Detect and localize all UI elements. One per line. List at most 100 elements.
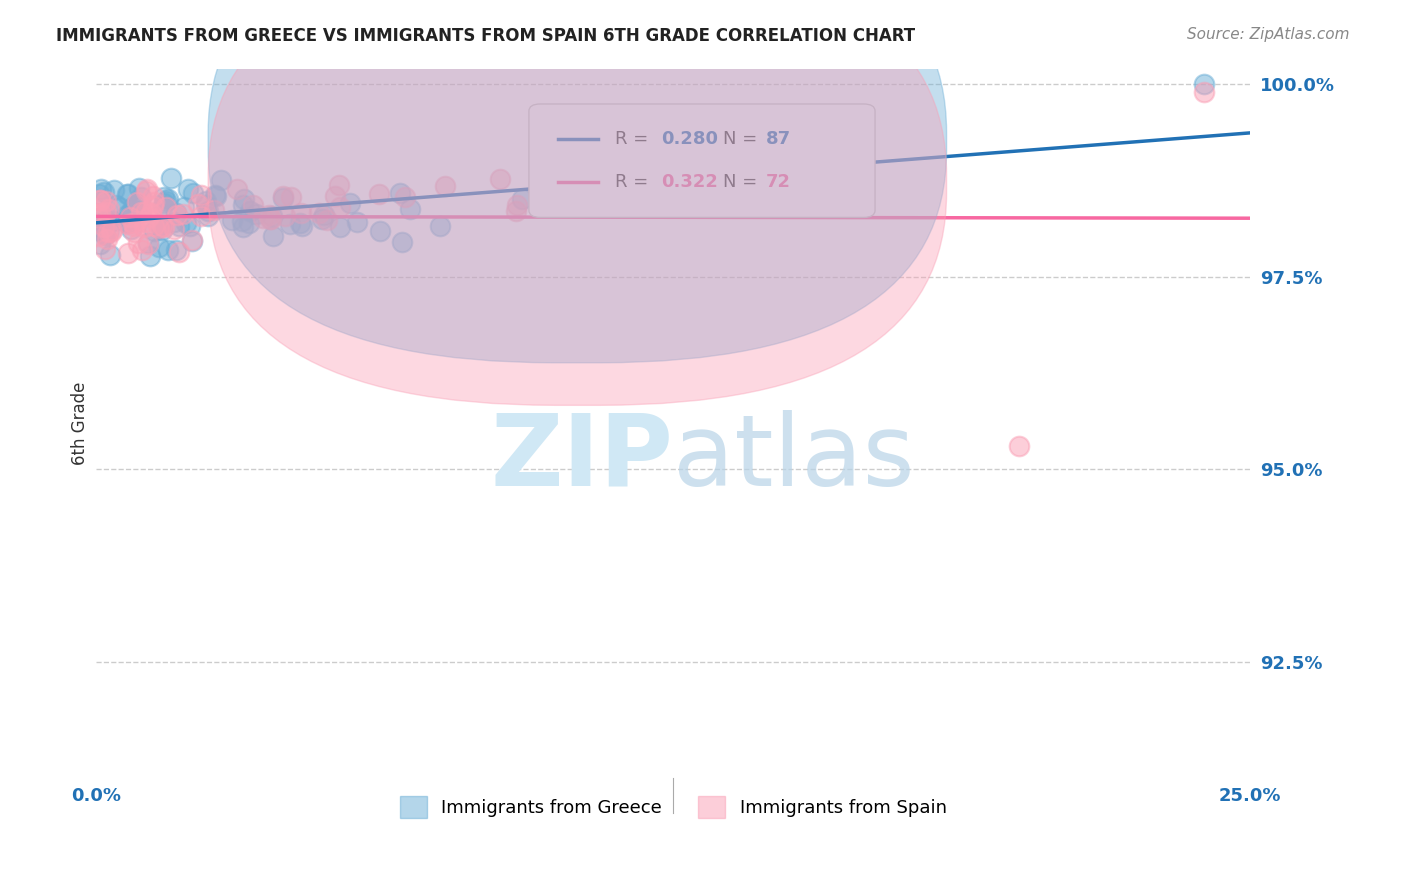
Immigrants from Spain [89,193,111,207]
Immigrants from Greece [368,223,391,237]
Text: 0.322: 0.322 [662,173,718,191]
Immigrants from Spain [86,208,108,222]
Immigrants from Greece [388,186,411,201]
Immigrants from Spain [252,211,274,225]
Immigrants from Greece [98,248,121,262]
Immigrants from Spain [166,207,188,221]
Immigrants from Greece [204,188,226,202]
FancyBboxPatch shape [208,0,946,363]
Immigrants from Greece [346,215,368,229]
Immigrants from Greece [238,216,260,230]
Immigrants from Greece [173,200,195,214]
Immigrants from Greece [128,203,150,218]
Immigrants from Spain [394,189,416,203]
Immigrants from Spain [93,219,115,234]
Immigrants from Spain [131,243,153,257]
Immigrants from Greece [232,220,254,235]
Immigrants from Greece [245,207,267,221]
Immigrants from Greece [114,214,136,228]
Immigrants from Greece [328,219,350,234]
Immigrants from Greece [204,187,226,202]
Immigrants from Greece [90,182,112,196]
Immigrants from Greece [429,219,451,233]
Immigrants from Greece [94,214,117,228]
Immigrants from Spain [132,220,155,235]
Immigrants from Greece [93,185,115,199]
Immigrants from Spain [142,199,165,213]
Immigrants from Spain [148,221,170,235]
Immigrants from Spain [259,212,281,227]
Immigrants from Greece [103,183,125,197]
Immigrants from Spain [489,172,512,186]
Immigrants from Greece [138,249,160,263]
Immigrants from Greece [143,224,166,238]
Immigrants from Greece [120,222,142,236]
Immigrants from Spain [143,195,166,210]
Immigrants from Greece [86,216,108,230]
Immigrants from Spain [163,221,186,235]
Immigrants from Spain [290,205,312,219]
Immigrants from Spain [135,184,157,198]
Immigrants from Greece [105,198,128,212]
Immigrants from Spain [308,206,330,220]
Immigrants from Greece [197,209,219,223]
Immigrants from Greece [181,186,204,200]
Immigrants from Greece [128,181,150,195]
Immigrants from Spain [506,198,529,212]
Immigrants from Spain [96,232,118,246]
Immigrants from Spain [122,225,145,239]
Immigrants from Greece [311,212,333,227]
Immigrants from Greece [150,223,173,237]
Immigrants from Spain [433,179,456,194]
Immigrants from Spain [190,187,212,202]
Immigrants from Spain [97,225,120,239]
Immigrants from Greece [163,215,186,229]
Immigrants from Spain [172,207,194,221]
Immigrants from Greece [288,216,311,230]
Immigrants from Greece [148,240,170,254]
Immigrants from Greece [399,202,422,216]
Immigrants from Spain [367,187,389,202]
Immigrants from Spain [260,211,283,226]
Immigrants from Greece [149,219,172,233]
Immigrants from Greece [129,190,152,204]
Immigrants from Spain [187,196,209,211]
Immigrants from Spain [1008,439,1031,453]
Immigrants from Greece [127,197,149,211]
Immigrants from Greece [117,216,139,230]
Immigrants from Greece [165,243,187,257]
Immigrants from Greece [1192,77,1215,91]
Immigrants from Greece [271,191,294,205]
Immigrants from Greece [94,227,117,242]
Immigrants from Greece [239,204,262,219]
Immigrants from Spain [328,178,350,192]
Immigrants from Spain [202,202,225,217]
Immigrants from Spain [87,229,110,244]
Immigrants from Spain [135,182,157,196]
Immigrants from Spain [100,223,122,237]
Immigrants from Greece [87,220,110,235]
Immigrants from Greece [262,229,284,244]
Text: R =: R = [616,130,654,148]
Immigrants from Greece [124,198,146,212]
Immigrants from Spain [117,217,139,231]
Immigrants from Spain [143,219,166,233]
Immigrants from Greece [174,216,197,230]
Immigrants from Spain [118,211,141,225]
Immigrants from Greece [165,206,187,220]
Immigrants from Greece [89,211,111,225]
Text: 0.280: 0.280 [662,130,718,148]
Immigrants from Greece [312,208,335,222]
Immigrants from Spain [167,245,190,260]
Immigrants from Spain [136,237,159,252]
Immigrants from Spain [142,188,165,202]
Immigrants from Greece [152,199,174,213]
Immigrants from Spain [122,216,145,230]
Immigrants from Greece [115,208,138,222]
Immigrants from Greece [181,234,204,248]
Immigrants from Greece [136,235,159,250]
Immigrants from Greece [121,202,143,217]
FancyBboxPatch shape [529,104,875,218]
Immigrants from Greece [153,195,176,210]
Text: Source: ZipAtlas.com: Source: ZipAtlas.com [1187,27,1350,42]
